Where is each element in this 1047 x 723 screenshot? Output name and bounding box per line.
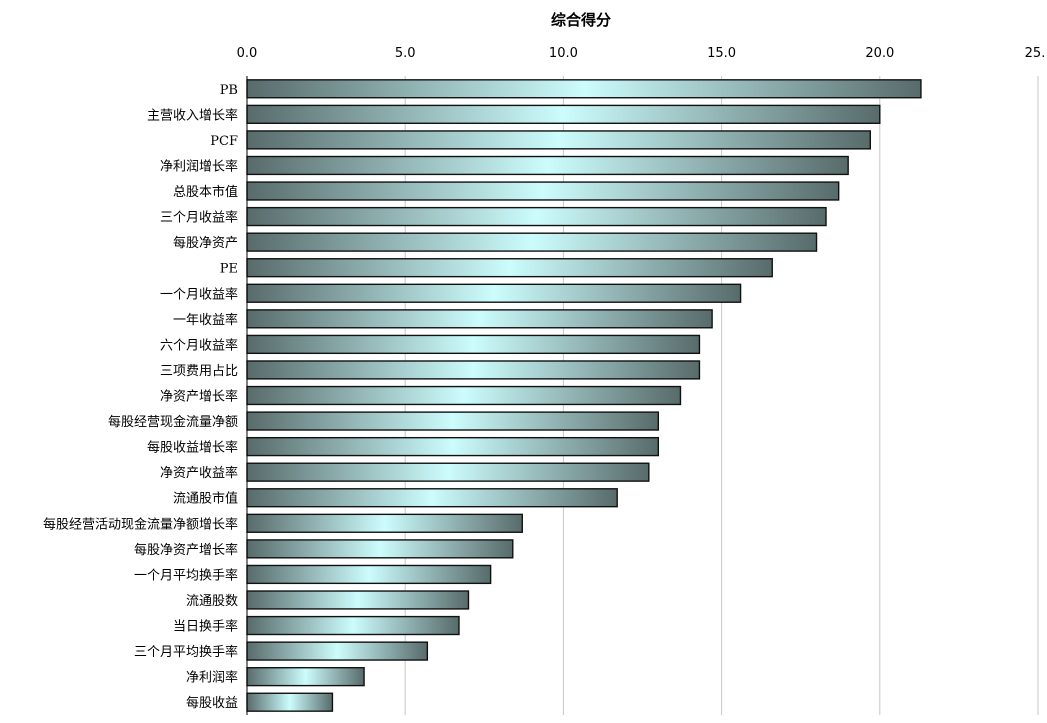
bar: [246, 104, 881, 124]
category-label: PE: [220, 262, 238, 277]
bar: [246, 385, 682, 406]
category-label: 每股收益: [186, 695, 238, 711]
category-label: 每股净资产增长率: [134, 542, 238, 558]
x-tick-label: 10.0: [549, 46, 578, 61]
category-label: 三个月收益率: [160, 210, 238, 226]
bar: [246, 667, 365, 687]
x-tick-label: 25.: [1025, 46, 1046, 61]
bar: [246, 309, 713, 329]
bar: [246, 462, 650, 482]
category-label: 三个月平均换手率: [134, 644, 238, 660]
bar: [246, 641, 429, 661]
category-label: 每股经营现金流量净额: [108, 414, 238, 430]
bar: [246, 436, 660, 457]
category-label: 六个月收益率: [160, 337, 238, 353]
bar: [246, 79, 922, 99]
x-tick-label: 5.0: [395, 46, 416, 61]
chart-title: 综合得分: [551, 11, 611, 29]
bar: [246, 692, 334, 712]
category-label: 一年收益率: [173, 312, 238, 328]
x-axis-ticks: 0.0 5.0 10.0 15.0 20.0 25.: [237, 46, 1046, 61]
bar: [246, 513, 523, 533]
bar: [246, 334, 701, 355]
category-label: PCF: [210, 134, 238, 149]
category-label: 总股本市值: [173, 184, 238, 200]
category-label: 三项费用占比: [160, 364, 238, 379]
category-label: 每股经营活动现金流量净额增长率: [43, 516, 238, 532]
category-label: PB: [220, 83, 238, 98]
bar: [246, 360, 701, 380]
category-label: 净利润增长率: [160, 158, 238, 174]
category-label: 每股收益增长率: [147, 440, 238, 456]
category-label: 流通股市值: [173, 491, 238, 507]
x-tick-label: 0.0: [237, 46, 258, 61]
category-label: 流通股数: [186, 594, 238, 609]
bars: [246, 79, 922, 712]
bar: [246, 206, 827, 227]
category-label: 主营收入增长率: [147, 107, 238, 123]
bar: [246, 130, 872, 150]
bar: [246, 258, 773, 278]
bar: [246, 615, 460, 636]
bar: [246, 411, 660, 431]
bar: [246, 564, 492, 585]
bar: [246, 488, 618, 508]
category-label: 当日换手率: [173, 619, 238, 635]
bar: [246, 539, 514, 559]
category-label: 净资产增长率: [160, 389, 238, 405]
bar: [246, 155, 849, 176]
category-label: 每股净资产: [173, 235, 238, 251]
category-label: 一个月收益率: [160, 286, 238, 302]
bar: [246, 283, 742, 303]
x-tick-label: 15.0: [707, 46, 736, 61]
bar: [246, 232, 818, 252]
x-tick-label: 20.0: [865, 46, 894, 61]
category-label: 净资产收益率: [160, 465, 238, 481]
bar: [246, 181, 840, 201]
bar: [246, 590, 470, 610]
category-label: 一个月平均换手率: [134, 567, 238, 583]
category-label: 净利润率: [186, 670, 238, 686]
